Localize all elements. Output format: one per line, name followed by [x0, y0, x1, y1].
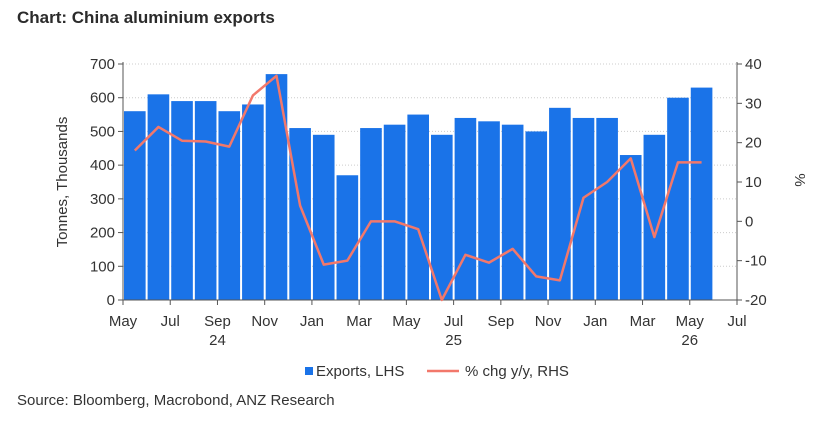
bar-exports [454, 117, 477, 300]
x-tick-label: May [392, 313, 421, 330]
source-note: Source: Bloomberg, Macrobond, ANZ Resear… [17, 392, 335, 409]
bar-exports [690, 87, 713, 300]
bars-group [124, 74, 713, 300]
x-tick-label: Jul [727, 313, 746, 330]
x-year-label: 25 [445, 332, 462, 349]
y-tick-label: 400 [90, 157, 115, 174]
bar-exports [289, 128, 311, 300]
bar-exports [312, 134, 335, 300]
bar-exports [572, 117, 595, 300]
x-tick-label: Mar [346, 313, 372, 330]
bar-exports [171, 101, 193, 300]
x-tick-label: Sep [204, 313, 231, 330]
x-tick-label: Sep [487, 313, 514, 330]
legend: Exports, LHS % chg y/y, RHS [305, 363, 569, 380]
bar-exports [619, 155, 642, 300]
x-tick-label: Nov [535, 313, 562, 330]
x-tick-label: Jan [583, 313, 607, 330]
y2-axis-label: % [791, 173, 808, 186]
bar-exports [596, 117, 618, 300]
y2-tick-label: -20 [745, 292, 767, 309]
x-tick-label: Jul [444, 313, 463, 330]
y-axis-label: Tonnes, Thousands [54, 117, 71, 248]
x-tick-label: Jul [161, 313, 180, 330]
bar-exports [407, 114, 429, 300]
bar-exports [549, 107, 571, 300]
y2-tick-label: 0 [745, 213, 753, 230]
legend-swatch-exports [305, 367, 313, 375]
y2-tick-label: 10 [745, 174, 762, 191]
bar-exports [265, 74, 288, 300]
line-group [133, 74, 702, 302]
x-tick-label: Mar [630, 313, 656, 330]
bar-exports [218, 111, 241, 300]
y-tick-label: 700 [90, 56, 115, 73]
x-tick-label: May [676, 313, 705, 330]
y-tick-label: 0 [107, 292, 115, 309]
y-tick-label: 600 [90, 90, 115, 107]
x-tick-label: Nov [251, 313, 278, 330]
bar-exports [336, 175, 359, 300]
y2-tick-label: 30 [745, 95, 762, 112]
bar-exports [383, 124, 406, 300]
x-year-label: 26 [681, 332, 698, 349]
bar-exports [525, 131, 548, 300]
y-tick-label: 300 [90, 191, 115, 208]
bar-exports [667, 97, 689, 300]
bar-exports [124, 111, 146, 300]
bar-exports [478, 121, 500, 300]
y-tick-label: 500 [90, 123, 115, 140]
chart-title: Chart: China aluminium exports [17, 8, 275, 27]
legend-label-exports: Exports, LHS [316, 363, 404, 380]
y2-tick-label: -10 [745, 253, 767, 270]
axes-group [118, 62, 742, 305]
bar-exports [147, 94, 170, 300]
legend-label-change: % chg y/y, RHS [465, 363, 569, 380]
y2-tick-label: 40 [745, 56, 762, 73]
bar-exports [194, 101, 217, 300]
x-tick-label: May [109, 313, 138, 330]
bar-exports [501, 124, 524, 300]
x-tick-label: Jan [300, 313, 324, 330]
bar-exports [431, 134, 453, 300]
y-tick-label: 100 [90, 258, 115, 275]
bar-exports [643, 134, 666, 300]
y-tick-label: 200 [90, 225, 115, 242]
y2-tick-label: 20 [745, 135, 762, 152]
bar-exports [360, 128, 382, 300]
x-year-label: 24 [209, 332, 226, 349]
tick-labels: 0 100 200 300 400 500 600 700 -20 -10 0 10 20 30 40 May… [90, 56, 767, 349]
bar-exports [242, 104, 264, 300]
